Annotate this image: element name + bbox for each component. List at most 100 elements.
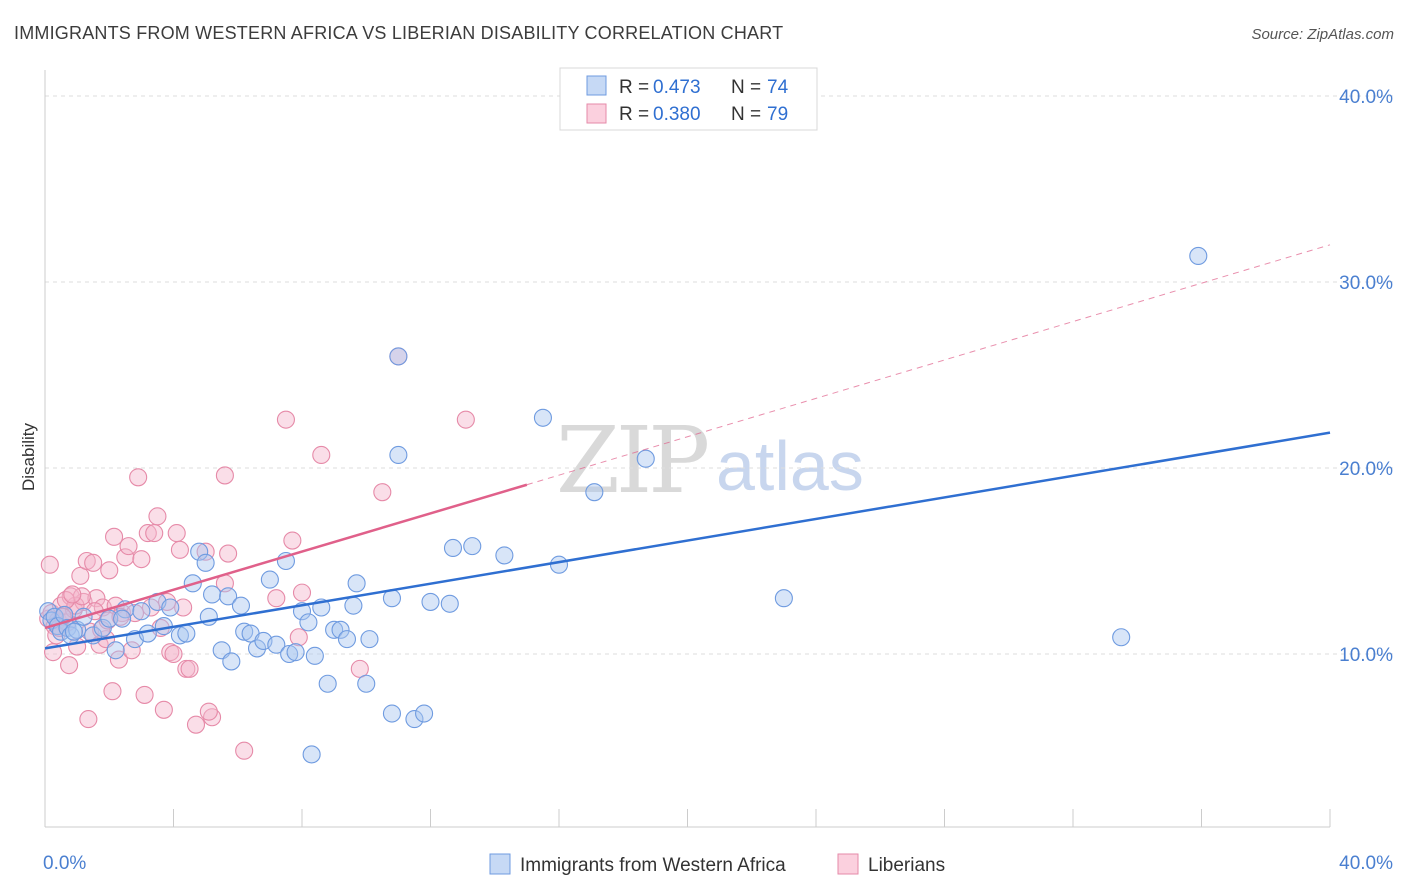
data-point-liberians [267,589,286,608]
data-point-immigrants [219,587,238,606]
data-point-liberians [116,548,135,567]
data-point-liberians [186,715,206,734]
data-point-immigrants [331,620,350,639]
data-point-immigrants [305,646,324,665]
data-point-immigrants [196,553,215,572]
data-point-immigrants [357,674,376,693]
trend-line-immigrants [44,431,1331,650]
data-point-liberians [312,445,331,465]
data-point-liberians [170,540,189,559]
data-point-immigrants [360,630,379,649]
legend-swatch-pink [586,103,607,124]
data-point-liberians [203,708,222,727]
data-point-immigrants [260,570,279,589]
data-point-liberians [235,741,254,760]
chart-title: IMMIGRANTS FROM WESTERN AFRICA VS LIBERI… [14,23,783,43]
x-tick-labels: 0.0% 40.0% [43,853,1393,874]
series-immigrants-western-africa [39,246,1208,764]
data-point-immigrants [318,674,337,693]
data-point-immigrants [636,449,655,468]
bottom-legend-label-blue: Immigrants from Western Africa [520,855,786,876]
y-tick-label: 20.0% [1339,459,1393,480]
data-point-immigrants [344,596,363,615]
data-point-immigrants [585,483,604,502]
data-point-liberians [40,555,59,574]
data-point-immigrants [549,555,569,574]
data-point-immigrants [138,624,157,643]
axes [44,70,1331,828]
data-point-liberians [161,643,180,662]
data-point-immigrants [405,710,424,729]
y-tick-label: 30.0% [1339,273,1393,294]
y-tick-label: 10.0% [1339,645,1393,666]
data-point-immigrants [463,537,482,556]
legend: R = 0.473 N = 74 R = 0.380 N = 79 [559,67,818,131]
data-point-immigrants [267,635,286,654]
data-point-immigrants [93,618,112,638]
legend-r-value-blue: 0.473 [653,77,701,98]
data-point-immigrants [154,617,173,636]
legend-n-label-blue: N = [731,77,761,98]
data-point-immigrants [247,639,267,658]
data-point-immigrants [495,546,514,565]
data-point-liberians [103,682,122,701]
gridlines [45,95,1393,655]
data-point-liberians [158,592,177,611]
data-point-liberians [119,537,138,556]
data-point-immigrants [235,622,254,641]
bottom-legend-swatch-blue [489,853,511,875]
legend-n-value-blue: 74 [767,77,789,98]
data-point-immigrants [132,602,151,621]
data-point-liberians [138,524,157,543]
data-point-immigrants [280,644,299,664]
data-point-immigrants [190,542,209,561]
legend-r-value-pink: 0.380 [653,104,701,125]
data-point-immigrants [1189,246,1208,266]
data-point-immigrants [64,622,83,641]
data-point-immigrants [347,574,366,593]
data-point-immigrants [389,445,408,465]
data-point-liberians [199,702,218,721]
data-point-immigrants [286,643,305,662]
data-point-liberians [154,700,173,719]
data-point-immigrants [177,624,196,643]
data-point-immigrants [161,598,180,617]
data-point-immigrants [415,704,434,723]
data-point-liberians [105,527,124,546]
data-point-liberians [276,410,295,429]
data-point-liberians [289,628,308,647]
trend-extension-liberians [526,244,1331,486]
legend-r-label-blue: R = [619,77,649,98]
y-tick-label: 40.0% [1339,87,1393,108]
data-point-liberians [283,531,302,550]
data-point-immigrants [382,704,402,723]
data-point-liberians [122,641,141,660]
data-point-liberians [79,710,98,729]
data-point-liberians [219,544,238,563]
data-point-immigrants [1112,628,1131,647]
data-point-immigrants [337,630,357,649]
data-point-immigrants [421,592,440,611]
data-point-immigrants [325,620,344,639]
data-point-liberians [167,524,186,543]
data-point-immigrants [203,585,222,604]
data-point-immigrants [302,745,321,764]
data-point-liberians [456,410,475,429]
legend-swatch-blue [586,75,607,96]
legend-r-label-pink: R = [619,104,649,125]
data-point-liberians [164,644,183,664]
data-point-immigrants [222,652,241,671]
data-point-liberians [84,553,103,572]
x-tick-label: 0.0% [43,853,86,874]
data-point-liberians [215,466,234,485]
y-tick-labels: 10.0% 20.0% 30.0% 40.0% [1339,87,1393,666]
data-point-immigrants [774,589,793,608]
data-point-immigrants [113,609,132,628]
data-point-immigrants [533,408,552,427]
data-point-liberians [60,656,79,675]
data-point-liberians [135,685,154,704]
bottom-legend-label-pink: Liberians [868,855,945,876]
data-point-liberians [100,561,119,580]
data-point-liberians [292,583,312,602]
data-point-immigrants [299,613,318,632]
